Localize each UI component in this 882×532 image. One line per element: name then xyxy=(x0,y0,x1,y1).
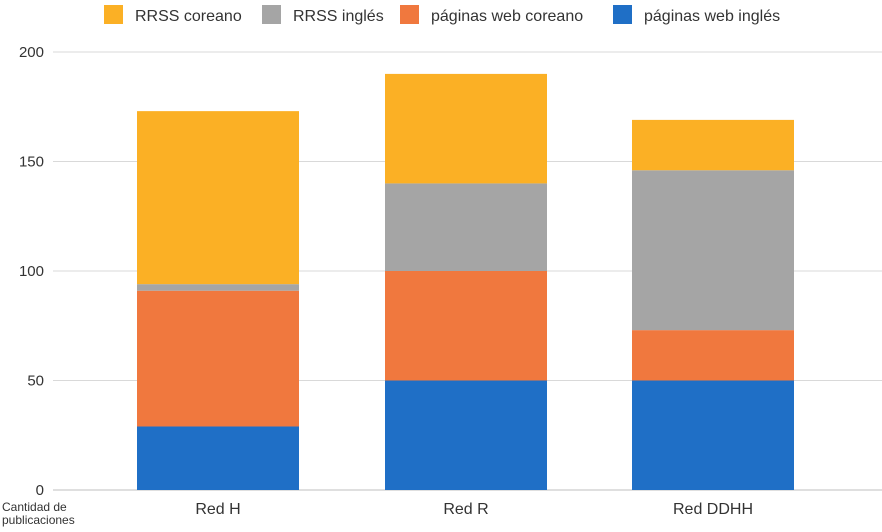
y-tick-label: 50 xyxy=(27,373,44,390)
bar-segment xyxy=(632,119,794,171)
y-tick-label: 200 xyxy=(19,44,44,61)
bar-segment xyxy=(385,271,547,381)
y-axis-title-line-2: publicaciones xyxy=(2,513,75,527)
bar-segment xyxy=(385,183,547,271)
x-tick-label: Red R xyxy=(443,501,488,518)
y-tick-label: 100 xyxy=(19,263,44,280)
bar-segment xyxy=(632,330,794,381)
legend-swatch xyxy=(104,5,123,24)
legend-label: RRSS inglés xyxy=(293,8,384,25)
bar-segment xyxy=(385,380,547,490)
legend-swatch xyxy=(400,5,419,24)
x-tick-label: Red DDHH xyxy=(673,501,753,518)
bar-segment xyxy=(385,73,547,184)
y-tick-label: 150 xyxy=(19,154,44,171)
bars xyxy=(137,73,794,490)
bar-segment xyxy=(137,111,299,285)
legend-item: RRSS inglés xyxy=(262,5,384,25)
bar-group xyxy=(632,119,794,490)
legend-swatch xyxy=(262,5,281,24)
legend-label: RRSS coreano xyxy=(135,8,242,25)
bar-segment xyxy=(137,426,299,490)
legend-label: páginas web inglés xyxy=(644,8,780,25)
bar-segment xyxy=(632,170,794,331)
bar-segment xyxy=(632,380,794,490)
legend-item: páginas web coreano xyxy=(400,5,583,25)
legend-item: páginas web inglés xyxy=(613,5,780,25)
x-axis-labels: Red H Red R Red DDHH xyxy=(195,501,753,518)
x-tick-label: Red H xyxy=(195,501,240,518)
y-tick-label: 0 xyxy=(36,482,44,499)
legend-item: RRSS coreano xyxy=(104,5,242,25)
legend-swatch xyxy=(613,5,632,24)
bar-segment xyxy=(137,284,299,291)
legend: RRSS coreano RRSS inglés páginas web corea… xyxy=(104,5,780,25)
bar-group xyxy=(137,111,299,490)
y-axis-ticks: 0 50 100 150 200 xyxy=(19,44,44,499)
bar-group xyxy=(385,73,547,490)
y-axis-title: Cantidad de publicaciones xyxy=(2,501,92,527)
y-axis-title-line-1: Cantidad de xyxy=(2,500,67,514)
legend-label: páginas web coreano xyxy=(431,8,583,25)
bar-segment xyxy=(137,290,299,427)
